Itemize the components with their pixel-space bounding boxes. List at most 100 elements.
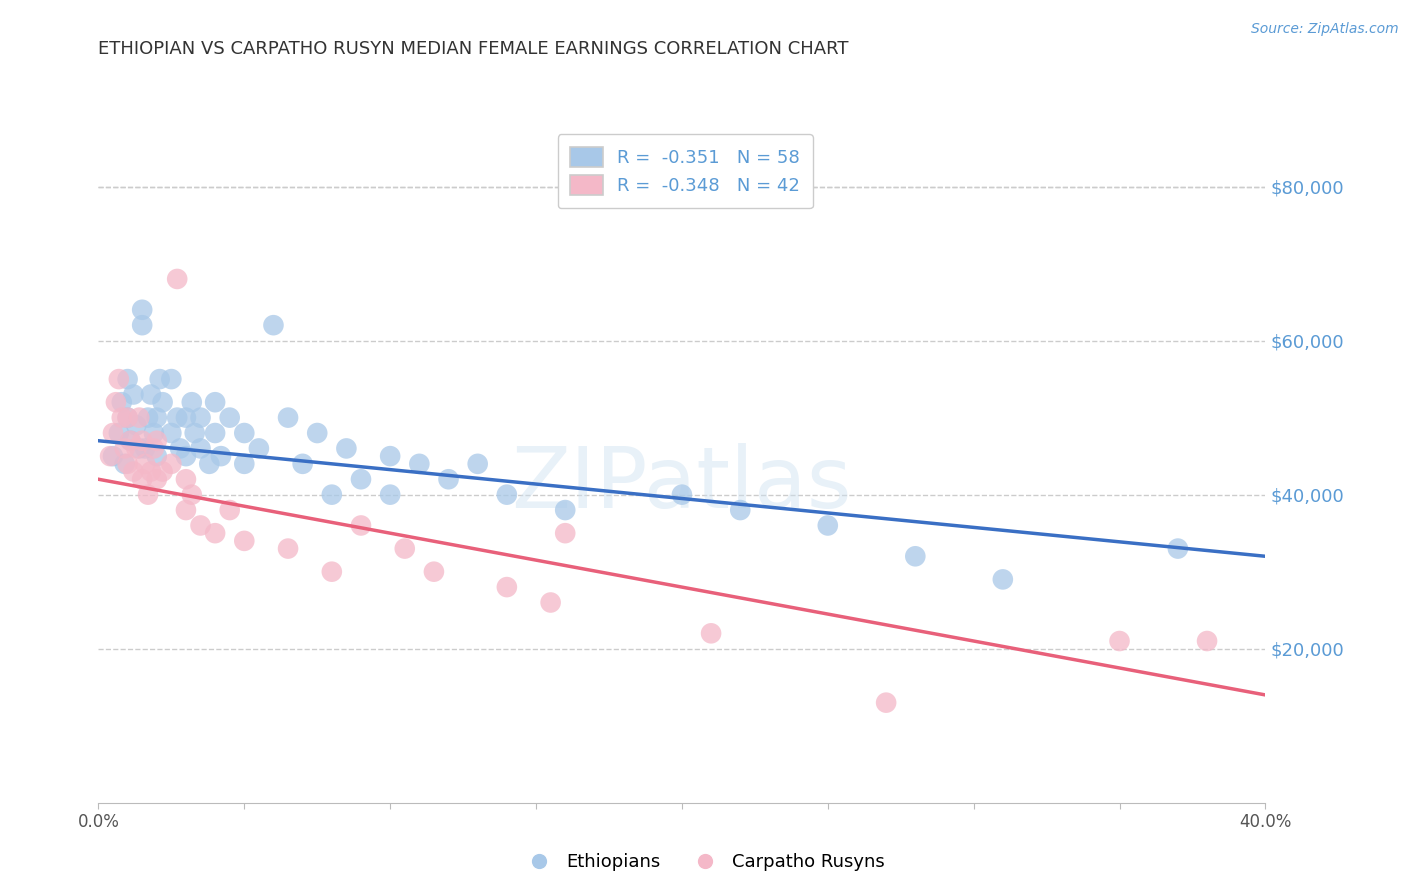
Point <box>321 488 343 502</box>
Point <box>321 565 343 579</box>
Point <box>467 457 489 471</box>
Point <box>146 434 169 448</box>
Point <box>114 442 136 456</box>
Point <box>166 272 188 286</box>
Point <box>139 465 162 479</box>
Point <box>131 302 153 317</box>
Point <box>160 372 183 386</box>
Legend: R =  -0.351   N = 58, R =  -0.348   N = 42: R = -0.351 N = 58, R = -0.348 N = 42 <box>558 134 813 208</box>
Point <box>131 472 153 486</box>
Point <box>114 457 136 471</box>
Point <box>174 410 197 425</box>
Point <box>174 472 197 486</box>
Point <box>108 425 131 440</box>
Point <box>495 580 517 594</box>
Point <box>149 372 172 386</box>
Point <box>378 488 402 502</box>
Point <box>101 425 124 440</box>
Point <box>128 442 150 456</box>
Point <box>335 442 357 456</box>
Point <box>183 425 205 440</box>
Point <box>495 488 517 502</box>
Point <box>1195 634 1218 648</box>
Point <box>142 442 165 456</box>
Point <box>291 457 314 471</box>
Point <box>117 372 139 386</box>
Text: ETHIOPIAN VS CARPATHO RUSYN MEDIAN FEMALE EARNINGS CORRELATION CHART: ETHIOPIAN VS CARPATHO RUSYN MEDIAN FEMAL… <box>98 40 849 58</box>
Point <box>160 425 183 440</box>
Point <box>122 387 145 401</box>
Point <box>233 533 256 548</box>
Point <box>120 434 142 448</box>
Point <box>817 518 839 533</box>
Point <box>423 565 446 579</box>
Point <box>169 442 191 456</box>
Point <box>247 442 270 456</box>
Point <box>146 449 169 463</box>
Point <box>120 434 142 448</box>
Point <box>160 457 183 471</box>
Point <box>190 410 212 425</box>
Point <box>111 395 134 409</box>
Point <box>350 472 373 486</box>
Point <box>122 465 145 479</box>
Point <box>540 595 562 609</box>
Text: ZIPatlas: ZIPatlas <box>512 442 852 525</box>
Point <box>204 526 226 541</box>
Point <box>146 410 169 425</box>
Point <box>904 549 927 564</box>
Point <box>307 425 329 440</box>
Point <box>111 410 134 425</box>
Point <box>152 395 174 409</box>
Text: Source: ZipAtlas.com: Source: ZipAtlas.com <box>1251 22 1399 37</box>
Point <box>204 395 226 409</box>
Point <box>262 318 284 333</box>
Point <box>136 410 159 425</box>
Point <box>180 395 202 409</box>
Point <box>671 488 693 502</box>
Point <box>554 526 576 541</box>
Point <box>117 410 139 425</box>
Point <box>101 449 124 463</box>
Point <box>131 434 153 448</box>
Point <box>437 472 460 486</box>
Point <box>136 488 159 502</box>
Point <box>131 318 153 333</box>
Point <box>277 410 299 425</box>
Point <box>408 457 430 471</box>
Point <box>108 372 131 386</box>
Point <box>134 457 156 471</box>
Point <box>198 457 221 471</box>
Point <box>554 503 576 517</box>
Point <box>875 696 897 710</box>
Point <box>1108 634 1130 648</box>
Point <box>190 442 212 456</box>
Point <box>1167 541 1189 556</box>
Point <box>125 418 148 433</box>
Point <box>209 449 232 463</box>
Point <box>233 425 256 440</box>
Point <box>166 410 188 425</box>
Point <box>700 626 723 640</box>
Point <box>146 472 169 486</box>
Point <box>190 518 212 533</box>
Point <box>180 488 202 502</box>
Point <box>98 449 121 463</box>
Point <box>204 425 226 440</box>
Point <box>152 465 174 479</box>
Point <box>350 518 373 533</box>
Point <box>277 541 299 556</box>
Point <box>117 457 139 471</box>
Point <box>174 503 197 517</box>
Point <box>128 410 150 425</box>
Point <box>117 410 139 425</box>
Point <box>728 503 751 517</box>
Point <box>174 449 197 463</box>
Legend: Ethiopians, Carpatho Rusyns: Ethiopians, Carpatho Rusyns <box>513 847 893 879</box>
Point <box>142 425 165 440</box>
Point <box>991 573 1014 587</box>
Point <box>104 395 127 409</box>
Point <box>218 503 240 517</box>
Point <box>218 410 240 425</box>
Point <box>233 457 256 471</box>
